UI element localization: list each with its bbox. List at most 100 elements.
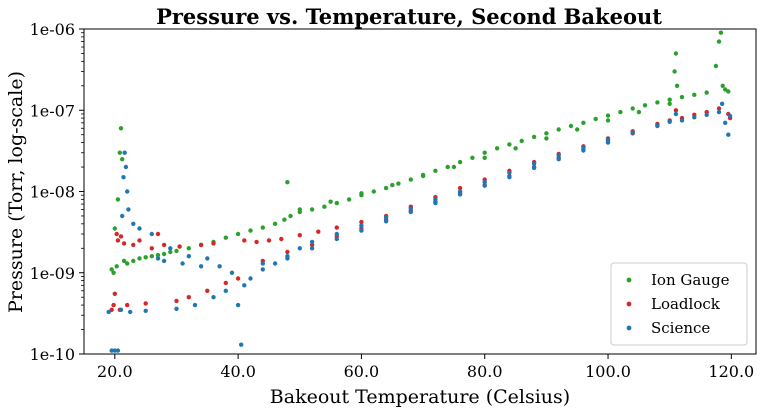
data-point <box>334 225 339 230</box>
data-point <box>726 89 731 94</box>
data-point <box>266 238 272 243</box>
data-point <box>544 131 549 136</box>
data-point <box>128 309 133 315</box>
data-point <box>322 204 327 209</box>
data-point <box>716 109 722 115</box>
data-point <box>605 113 611 118</box>
data-point <box>346 197 352 202</box>
y-tick-label: 1e-09 <box>30 264 75 283</box>
data-point <box>605 140 611 145</box>
data-point <box>137 238 142 243</box>
data-point <box>457 159 463 165</box>
data-point <box>408 209 413 215</box>
data-point <box>359 223 364 228</box>
data-point <box>674 83 680 89</box>
data-point <box>205 256 210 261</box>
data-point <box>126 207 131 212</box>
data-point <box>457 185 463 191</box>
data-point <box>513 146 518 151</box>
data-point <box>297 246 302 251</box>
data-point <box>211 295 216 300</box>
data-point <box>433 197 438 202</box>
data-point <box>120 157 125 162</box>
y-tick-label: 1e-10 <box>30 345 75 364</box>
y-tick-label: 1e-07 <box>30 101 75 120</box>
data-point <box>121 175 126 180</box>
data-point <box>723 120 728 126</box>
data-point <box>531 161 537 166</box>
y-axis-label: Pressure (Torr, log-scale) <box>5 71 27 313</box>
data-point <box>117 150 123 155</box>
x-tick-label: 100.0 <box>585 362 631 381</box>
data-point <box>143 255 148 260</box>
data-point <box>223 280 228 286</box>
data-point <box>125 261 130 266</box>
data-point <box>408 206 413 211</box>
data-point <box>211 241 216 246</box>
data-point <box>272 261 278 266</box>
data-point <box>630 130 635 135</box>
data-point <box>282 217 287 222</box>
data-point <box>285 180 290 185</box>
data-point <box>568 123 574 129</box>
plot-area <box>106 30 733 353</box>
data-point <box>254 239 259 245</box>
x-tick-label: 120.0 <box>708 362 754 381</box>
data-point <box>242 283 247 288</box>
data-point <box>279 236 284 242</box>
data-point <box>673 51 679 56</box>
chart-title: Pressure vs. Temperature, Second Bakeout <box>156 4 662 29</box>
data-point <box>716 39 722 44</box>
data-point <box>673 108 679 113</box>
data-point <box>106 309 111 315</box>
legend-label: Science <box>651 319 710 337</box>
data-point <box>719 101 725 107</box>
x-tick-label: 80.0 <box>467 362 503 381</box>
data-point <box>149 246 154 251</box>
data-point <box>114 264 119 269</box>
data-point <box>359 219 364 225</box>
legend-box <box>610 262 748 346</box>
data-point <box>131 242 136 248</box>
data-point <box>112 348 118 353</box>
data-point <box>168 246 173 251</box>
data-point <box>112 291 118 296</box>
data-point <box>433 200 438 206</box>
data-point <box>118 234 124 239</box>
data-point <box>122 150 127 155</box>
data-point <box>667 97 672 102</box>
data-point <box>161 242 167 248</box>
data-point <box>618 109 623 115</box>
data-point <box>143 301 148 306</box>
data-point <box>383 185 389 191</box>
data-point <box>519 138 524 144</box>
data-point <box>309 246 315 251</box>
data-point <box>180 261 185 266</box>
data-point <box>581 120 586 126</box>
data-point <box>334 231 339 237</box>
data-point <box>198 264 204 269</box>
data-point <box>285 256 290 261</box>
data-point <box>120 213 125 219</box>
data-point <box>121 258 127 264</box>
data-point <box>673 111 679 117</box>
data-point <box>575 127 580 132</box>
x-tick-label: 60.0 <box>344 362 380 381</box>
data-point <box>667 119 672 125</box>
legend: Ion Gauge Loadlock Science <box>610 262 748 346</box>
data-point <box>235 231 241 237</box>
series-ion-gauge <box>109 30 731 275</box>
data-point <box>482 150 487 155</box>
data-point <box>235 302 241 308</box>
data-point <box>115 197 121 202</box>
data-point <box>121 241 127 246</box>
data-point <box>420 173 426 179</box>
data-point <box>718 30 724 35</box>
y-tick-label: 1e-08 <box>30 183 75 202</box>
data-point <box>155 256 161 261</box>
data-point <box>494 146 500 151</box>
data-point <box>642 103 648 108</box>
data-point <box>186 295 191 300</box>
y-tick-label: 1e-06 <box>30 20 75 39</box>
data-point <box>186 246 191 251</box>
